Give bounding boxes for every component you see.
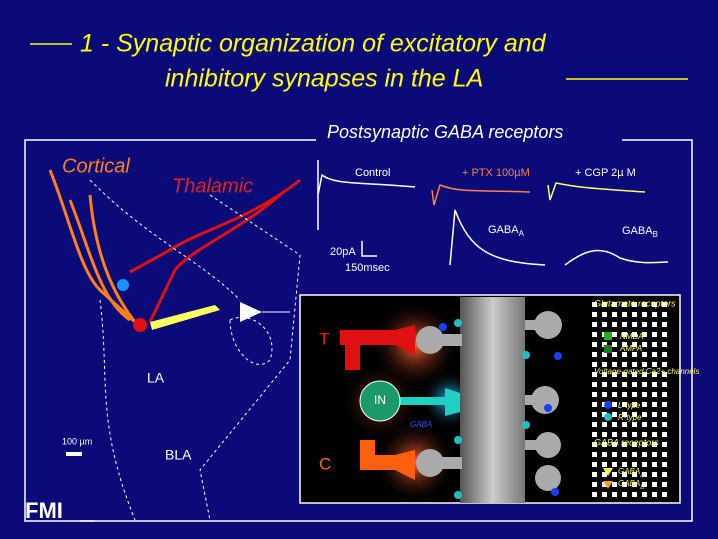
label-main: GABA [618,479,640,488]
label-in: IN [374,393,386,407]
label-t: T [319,329,329,348]
legend: Glutamate receptors NMDA AMPA Voltage-ga… [594,298,699,490]
logo: FMI [25,498,63,523]
scale-bar [66,452,82,456]
legend-box [588,297,668,502]
spines [416,311,562,491]
electrode [240,302,262,322]
legend-item: NMDA [620,332,644,341]
title-line: inhibitory synapses in the LA [165,65,483,93]
label-main: GABA [488,224,519,236]
cortical-terminal [320,440,415,480]
label-c: C [319,454,331,473]
interneuron-axon [398,397,453,405]
receptors [439,323,562,496]
label-la: LA [147,370,165,386]
legend-item: GABAA [618,467,644,478]
label-main: GABA [618,467,640,476]
section-title: Postsynaptic GABA receptors [327,122,563,142]
interneuron-terminal [445,388,460,416]
scale-label: 100 µm [62,436,92,446]
label-sub: A [519,229,525,238]
label-sub: A [639,473,644,479]
interneuron [359,380,401,422]
legend-item: L-type [618,401,641,410]
label-thalamic: Thalamic [172,175,253,197]
trace-label: + PTX 100µM [462,167,530,179]
trace-label: GABAB [622,225,658,239]
legend-item: R-type [618,413,642,422]
traces [317,160,669,266]
neuron [133,318,147,332]
thalamic-terminal [340,325,415,370]
nucleus-outline [89,179,301,521]
legend-heading: Glutamate receptors [594,298,676,308]
dendrite-shaft [460,297,525,503]
legend-swatches [603,332,613,489]
legend-heading: GABA receptors [594,437,659,447]
legend-item: GABAB [618,479,644,490]
trace-label: Control [355,167,390,179]
label-bla: BLA [165,447,192,463]
label-main: GABA [622,225,653,237]
label-gaba: GABA [410,420,432,429]
trace-label: GABAA [488,224,525,238]
title-line: 1 - Synaptic organization of excitatory … [80,30,547,58]
label-sub: B [653,230,658,239]
scale-label: 20pA [330,246,356,258]
frame [24,139,693,522]
label-cortical: Cortical [62,155,130,177]
label-sub: B [640,485,644,491]
dendrite [150,305,220,330]
neuron [117,279,129,291]
legend-heading: Voltage-gated Ca2+ channels [594,367,699,376]
trace-label: + CGP 2µ M [575,167,636,179]
scale-label: 150msec [345,262,390,274]
channels [454,319,530,499]
legend-item: AMPA [619,344,642,353]
axons [48,169,301,324]
